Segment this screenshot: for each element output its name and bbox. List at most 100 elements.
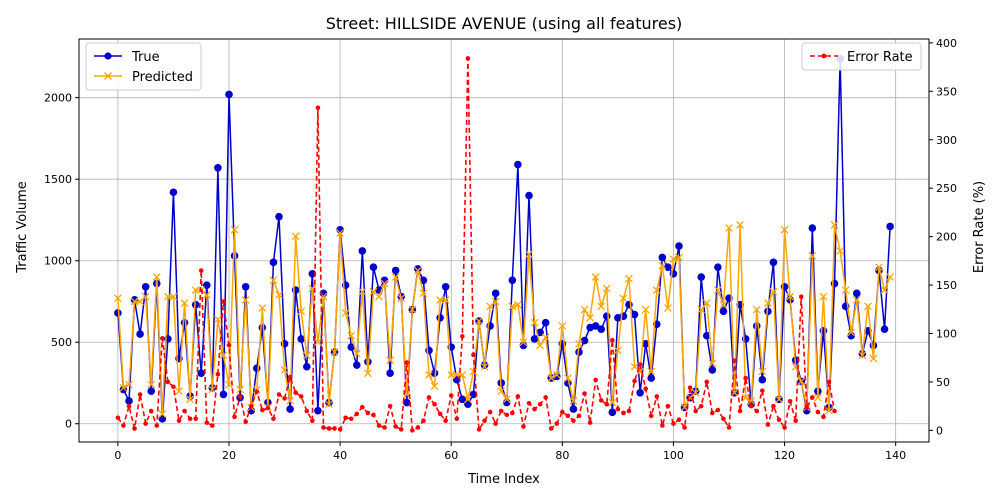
true-point [436, 313, 444, 322]
y2-axis-label: Error Rate (%) [972, 181, 987, 273]
y2-tick-label: 0 [936, 424, 943, 437]
predicted-point [741, 393, 750, 402]
error-point [237, 394, 243, 399]
predicted-point [258, 304, 267, 312]
legend-right-frame [801, 42, 922, 71]
predicted-point [525, 250, 533, 259]
error-point [515, 394, 521, 399]
predicted-point [497, 387, 506, 395]
predicted-point [652, 286, 661, 294]
predicted-point [380, 279, 389, 288]
predicted-point [202, 291, 211, 299]
true-point [158, 415, 167, 423]
error-point [143, 421, 148, 426]
predicted-point [764, 299, 772, 307]
predicted-point [886, 273, 894, 281]
error-point [304, 408, 310, 414]
error-point [432, 401, 437, 407]
true-point [630, 310, 639, 319]
x-tick-label: 0 [114, 449, 121, 462]
true-point [514, 160, 522, 169]
predicted-point [125, 380, 133, 389]
series-line [117, 224, 891, 415]
y-tick-label: 2000 [44, 92, 72, 105]
error-point [748, 403, 754, 409]
error-point [776, 417, 782, 423]
true-point [508, 276, 517, 285]
error-point [526, 400, 532, 406]
predicted-point [114, 294, 122, 303]
predicted-point [758, 367, 767, 376]
error-point [604, 401, 610, 407]
true-point [491, 289, 500, 298]
error-point [460, 334, 465, 339]
predicted-point [514, 300, 522, 309]
predicted-point [358, 287, 367, 296]
true-point [258, 323, 267, 332]
legend-predicted-label: Predicted [132, 70, 193, 85]
true-point [641, 340, 650, 348]
error-point [443, 418, 448, 423]
predicted-point [397, 294, 406, 303]
error-point [826, 379, 832, 385]
error-point [476, 427, 482, 432]
x-tick-label: 60 [444, 449, 458, 462]
error-point [265, 405, 271, 411]
predicted-point [491, 297, 500, 306]
predicted-point [702, 299, 711, 307]
predicted-point [725, 224, 733, 232]
predicted-point [180, 299, 189, 307]
error-point [343, 415, 348, 421]
error-point [598, 398, 604, 403]
error-point [137, 392, 143, 397]
predicted-point [447, 370, 456, 379]
true-point [675, 242, 683, 250]
predicted-point [714, 286, 722, 294]
error-point [210, 423, 215, 428]
error-point [576, 413, 582, 419]
y-tick-label: 0 [65, 418, 72, 431]
predicted-point [436, 295, 444, 304]
true-point [602, 312, 611, 320]
error-point [543, 395, 548, 400]
predicted-point [808, 251, 817, 260]
predicted-point [830, 220, 839, 229]
error-point [643, 386, 648, 392]
predicted-point [547, 374, 556, 382]
error-point [315, 105, 321, 111]
predicted-point [641, 305, 650, 314]
predicted-point [697, 305, 706, 314]
true-point [702, 331, 711, 340]
error-point [593, 377, 598, 383]
error-point [610, 337, 615, 343]
true-point [664, 263, 672, 272]
error-point [360, 404, 365, 410]
predicted-point [780, 225, 789, 234]
error-point [704, 379, 710, 385]
true-point [291, 286, 300, 294]
error-point [810, 395, 815, 400]
error-point [154, 423, 160, 428]
error-point [743, 375, 748, 381]
predicted-point [869, 354, 878, 363]
true-point [880, 325, 889, 333]
true-point [225, 90, 233, 99]
error-point [371, 412, 376, 418]
error-point [348, 416, 354, 422]
predicted-point [119, 384, 128, 392]
true-point [369, 263, 378, 272]
predicted-point [541, 333, 550, 342]
predicted-point [175, 387, 183, 395]
predicted-point [375, 292, 383, 301]
error-point [198, 268, 204, 273]
error-point [582, 391, 587, 396]
series-line [117, 57, 836, 432]
predicted-point [214, 315, 222, 324]
predicted-point [325, 400, 333, 409]
true-point [464, 400, 472, 408]
error-point [804, 404, 810, 410]
true-point [147, 387, 156, 395]
error-point [482, 418, 487, 423]
y2-tick-label: 150 [936, 279, 957, 292]
error-point [132, 426, 137, 431]
